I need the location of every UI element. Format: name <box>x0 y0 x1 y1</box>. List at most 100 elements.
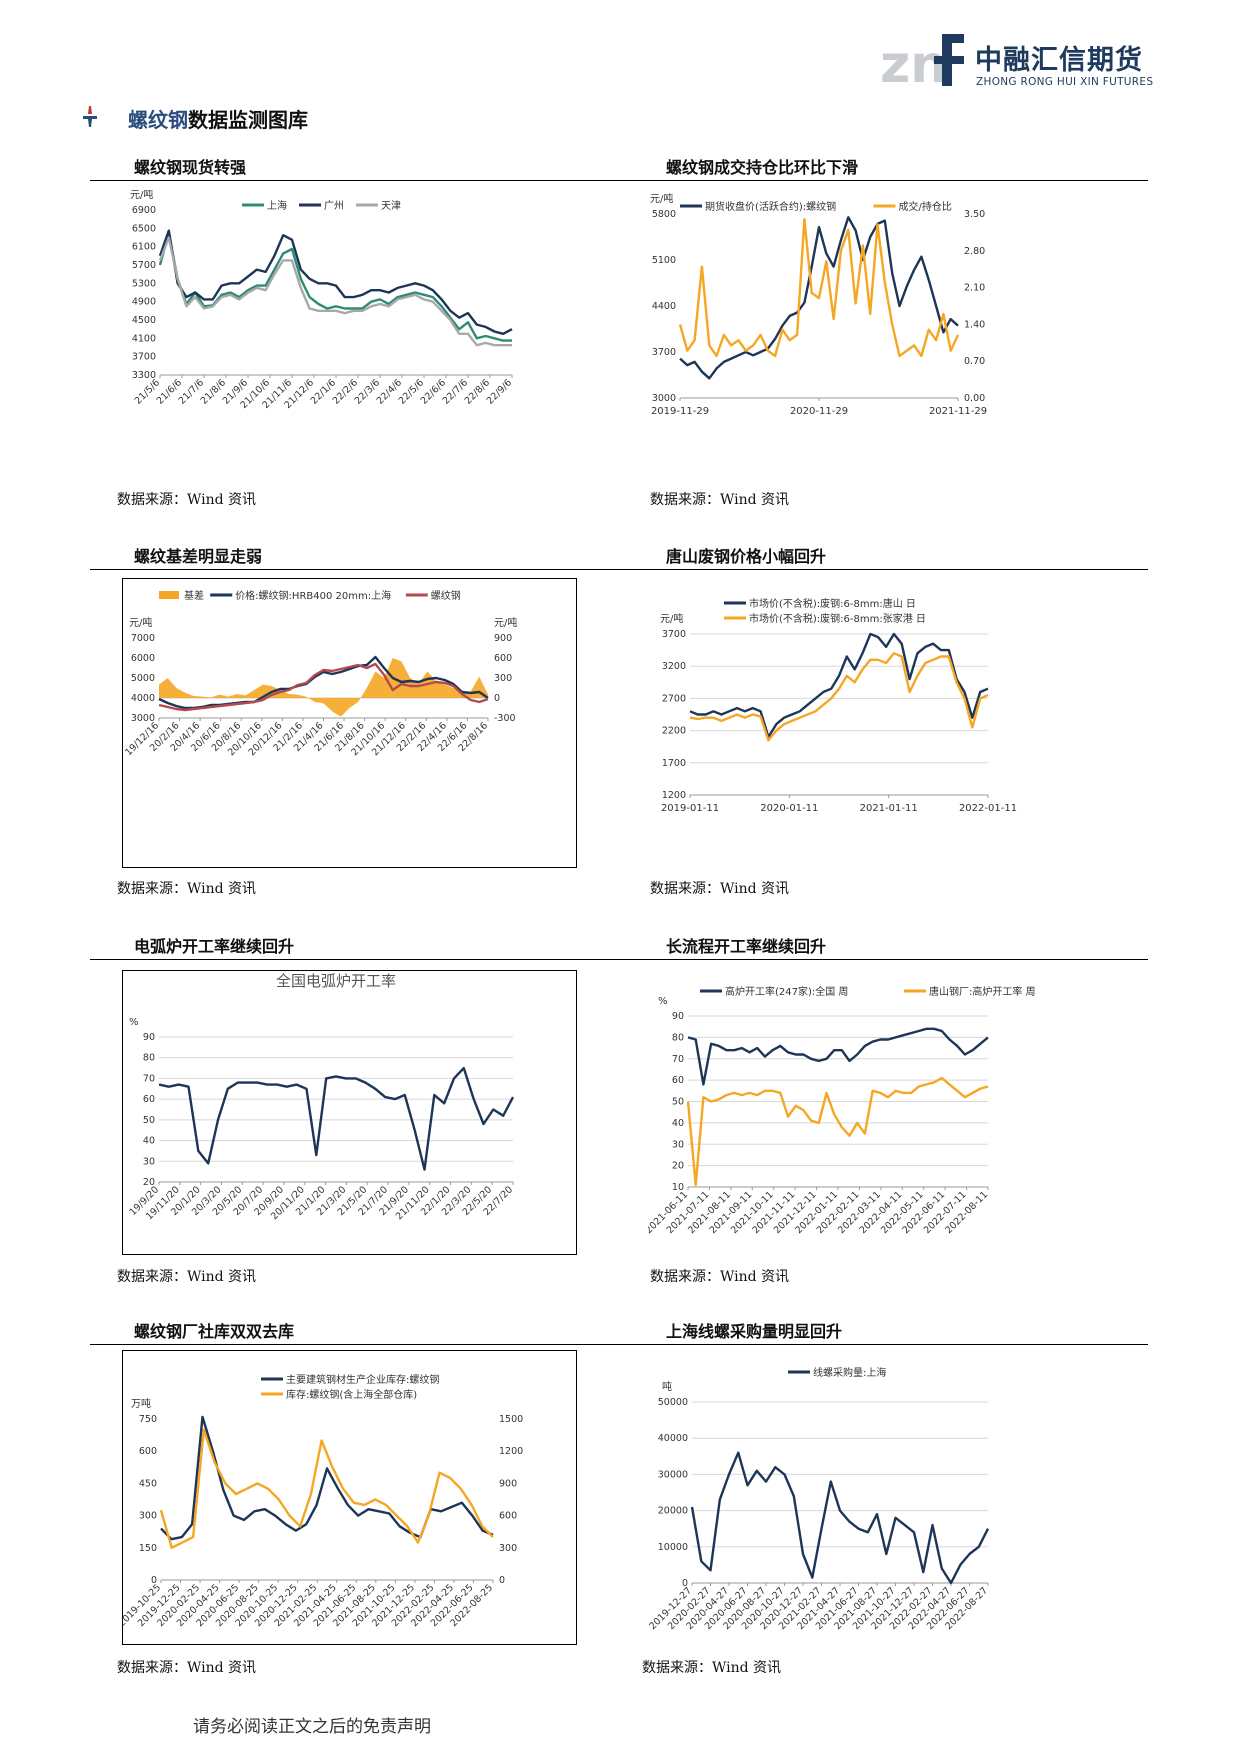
chart-title-8: 上海线螺采购量明显回升 <box>666 1322 843 1341</box>
y-tick-label: 3200 <box>662 661 686 672</box>
y-tick-label: 600 <box>139 1446 157 1457</box>
y-axis-label: % <box>658 996 668 1007</box>
y2-tick-label: 1500 <box>499 1414 523 1425</box>
logo-text-cn: 中融汇信期货 <box>975 45 1143 76</box>
y-tick-label: 5000 <box>131 673 155 684</box>
chart-title-5: 电弧炉开工率继续回升 <box>134 937 295 956</box>
chart-panel-8: 吨 0 10000 20000 30000 40000 50000 2019-12-27 202… <box>647 1350 1118 1645</box>
chart-title-4: 唐山废钢价格小幅回升 <box>666 547 827 566</box>
y-tick-label: 40 <box>672 1118 684 1129</box>
legend-label: 上海 <box>267 199 287 212</box>
logo-text-en: ZHONG RONG HUI XIN FUTURES <box>976 76 1154 88</box>
y-tick-label: 20 <box>672 1161 684 1172</box>
series-line-1 <box>678 218 960 358</box>
y2-tick-label: 300 <box>499 1543 517 1554</box>
y-tick-label: 40000 <box>658 1433 688 1444</box>
divider <box>90 959 1148 960</box>
y-tick-label: 5800 <box>652 209 676 220</box>
x-tick-label: 2019-11-29 <box>651 406 709 417</box>
y-tick-label: 20 <box>143 1177 155 1188</box>
section-title-accent: 螺纹钢 <box>128 108 188 132</box>
legend-label: 广州 <box>324 200 344 212</box>
legend-label: 天津 <box>381 200 401 212</box>
chart-basis: 元/吨 元/吨 3000 4000 5000 6000 7000 -300 0 300 600 900… <box>123 589 517 758</box>
chart-purchase-volume: 吨010000200003000040000500002019-12-27202… <box>647 1366 990 1632</box>
chart-scrap-price: 元/吨 1200 1700 2200 2700 3200 3700 2019-01-11 202… <box>660 597 1017 814</box>
y-tick-label: 4100 <box>132 333 156 344</box>
section-title-rest: 数据监测图库 <box>188 108 308 132</box>
y2-tick-label: 1.40 <box>964 319 985 330</box>
y-tick-label: 4000 <box>131 693 155 704</box>
series-line-0 <box>689 632 989 739</box>
y-tick-label: 0 <box>151 1575 157 1586</box>
y2-axis-label: 元/吨 <box>494 616 517 629</box>
x-tick-label: 2021-01-11 <box>860 803 918 814</box>
y-tick-label: 70 <box>672 1054 684 1065</box>
chart-panel-6: % 10 20 30 40 50 60 70 80 90 2021-06-11 2021-07-11 2… <box>643 966 1118 1256</box>
y2-tick-label: 900 <box>499 1478 517 1489</box>
y-tick-label: 60 <box>672 1075 684 1086</box>
y-tick-label: 4500 <box>132 315 156 326</box>
y-tick-label: 70 <box>143 1073 155 1084</box>
y-axis-label: % <box>129 1017 139 1028</box>
legend-label: 价格:螺纹钢:HRB400 20mm:上海 <box>235 589 391 602</box>
data-source: 数据来源：Wind 资讯 <box>117 492 257 508</box>
y-tick-label: 0 <box>682 1578 688 1589</box>
y-tick-label: 6100 <box>132 242 156 253</box>
legend-label: 主要建筑钢材生产企业库存:螺纹钢 <box>286 1373 439 1386</box>
y-tick-label: 50 <box>143 1115 155 1126</box>
y-tick-label: 3700 <box>662 629 686 640</box>
y-tick-label: 3300 <box>132 370 156 381</box>
y-axis-label: 吨 <box>662 1380 672 1393</box>
y-tick-label: 3000 <box>131 713 155 724</box>
y-tick-label: 150 <box>139 1543 157 1554</box>
y-axis-label: 万吨 <box>131 1397 151 1410</box>
legend-label: 市场价(不含税):废钢:6-8mm:张家港 日 <box>749 612 926 625</box>
y2-tick-label: 2.10 <box>964 283 985 294</box>
y-tick-label: 6500 <box>132 223 156 234</box>
logo: zn 中融汇信期货 ZHONG RONG HUI XIN FUTURES <box>880 30 1160 90</box>
y2-tick-label: 1200 <box>499 1446 523 1457</box>
y2-tick-label: 3.50 <box>964 209 985 220</box>
y-tick-label: 30 <box>672 1139 684 1150</box>
chart-spot-price: 元/吨 3300 3700 4100 4500 4900 5300 5700 6100 6500 6… <box>130 188 514 411</box>
divider <box>90 180 1148 181</box>
chart-title-6: 长流程开工率继续回升 <box>666 937 827 956</box>
legend-label: 线螺采购量:上海 <box>813 1366 886 1379</box>
chart-panel-5: % 全国电弧炉开工率 20 30 40 50 60 70 80 90 19/9/20 19/11/20… <box>122 970 577 1255</box>
y-tick-label: 50000 <box>658 1397 688 1408</box>
series-area-0 <box>159 658 488 717</box>
section-title: 螺纹钢数据监测图库 <box>128 104 308 133</box>
data-source: 数据来源：Wind 资讯 <box>117 1660 257 1676</box>
legend-swatch <box>159 591 179 599</box>
y-tick-label: 30000 <box>658 1469 688 1480</box>
chart-title-2: 螺纹钢成交持仓比环比下滑 <box>666 158 859 177</box>
y-tick-label: 90 <box>143 1032 155 1043</box>
chart-panel-2: 元/吨 3000 3700 4400 5100 5800 0.00 0.70 1.40 2.10 2… <box>648 190 1098 480</box>
y-tick-label: 80 <box>143 1053 155 1064</box>
data-source: 数据来源：Wind 资讯 <box>650 492 790 508</box>
y-axis-label: 元/吨 <box>129 616 152 629</box>
y-tick-label: 60 <box>143 1094 155 1105</box>
section-bullet-icon <box>83 106 97 127</box>
y-tick-label: 10 <box>672 1182 684 1193</box>
x-tick-label: 2020-01-11 <box>760 803 818 814</box>
y-tick-label: 3700 <box>132 352 156 363</box>
series-line-1 <box>158 655 489 710</box>
x-tick-label: 22/9/6 <box>485 377 514 406</box>
x-tick-label: 2020-11-29 <box>790 406 848 417</box>
y2-tick-label: 900 <box>494 633 512 644</box>
legend-label: 基差 <box>184 589 204 602</box>
chart-title-1: 螺纹钢现货转强 <box>134 158 247 177</box>
chart-title-7: 螺纹钢厂社库双双去库 <box>134 1322 295 1341</box>
footer-disclaimer: 请务必阅读正文之后的免责声明 <box>193 1717 431 1737</box>
legend-label: 期货收盘价(活跃合约):螺纹钢 <box>705 200 836 213</box>
legend-label: 成交/持仓比 <box>899 200 952 213</box>
series-line-2 <box>158 236 512 347</box>
y2-tick-label: 300 <box>494 673 512 684</box>
series-line-0 <box>158 231 512 342</box>
data-source: 数据来源：Wind 资讯 <box>642 1660 782 1676</box>
y2-tick-label: -300 <box>494 713 516 724</box>
data-source: 数据来源：Wind 资讯 <box>117 881 257 897</box>
y-tick-label: 300 <box>139 1511 157 1522</box>
